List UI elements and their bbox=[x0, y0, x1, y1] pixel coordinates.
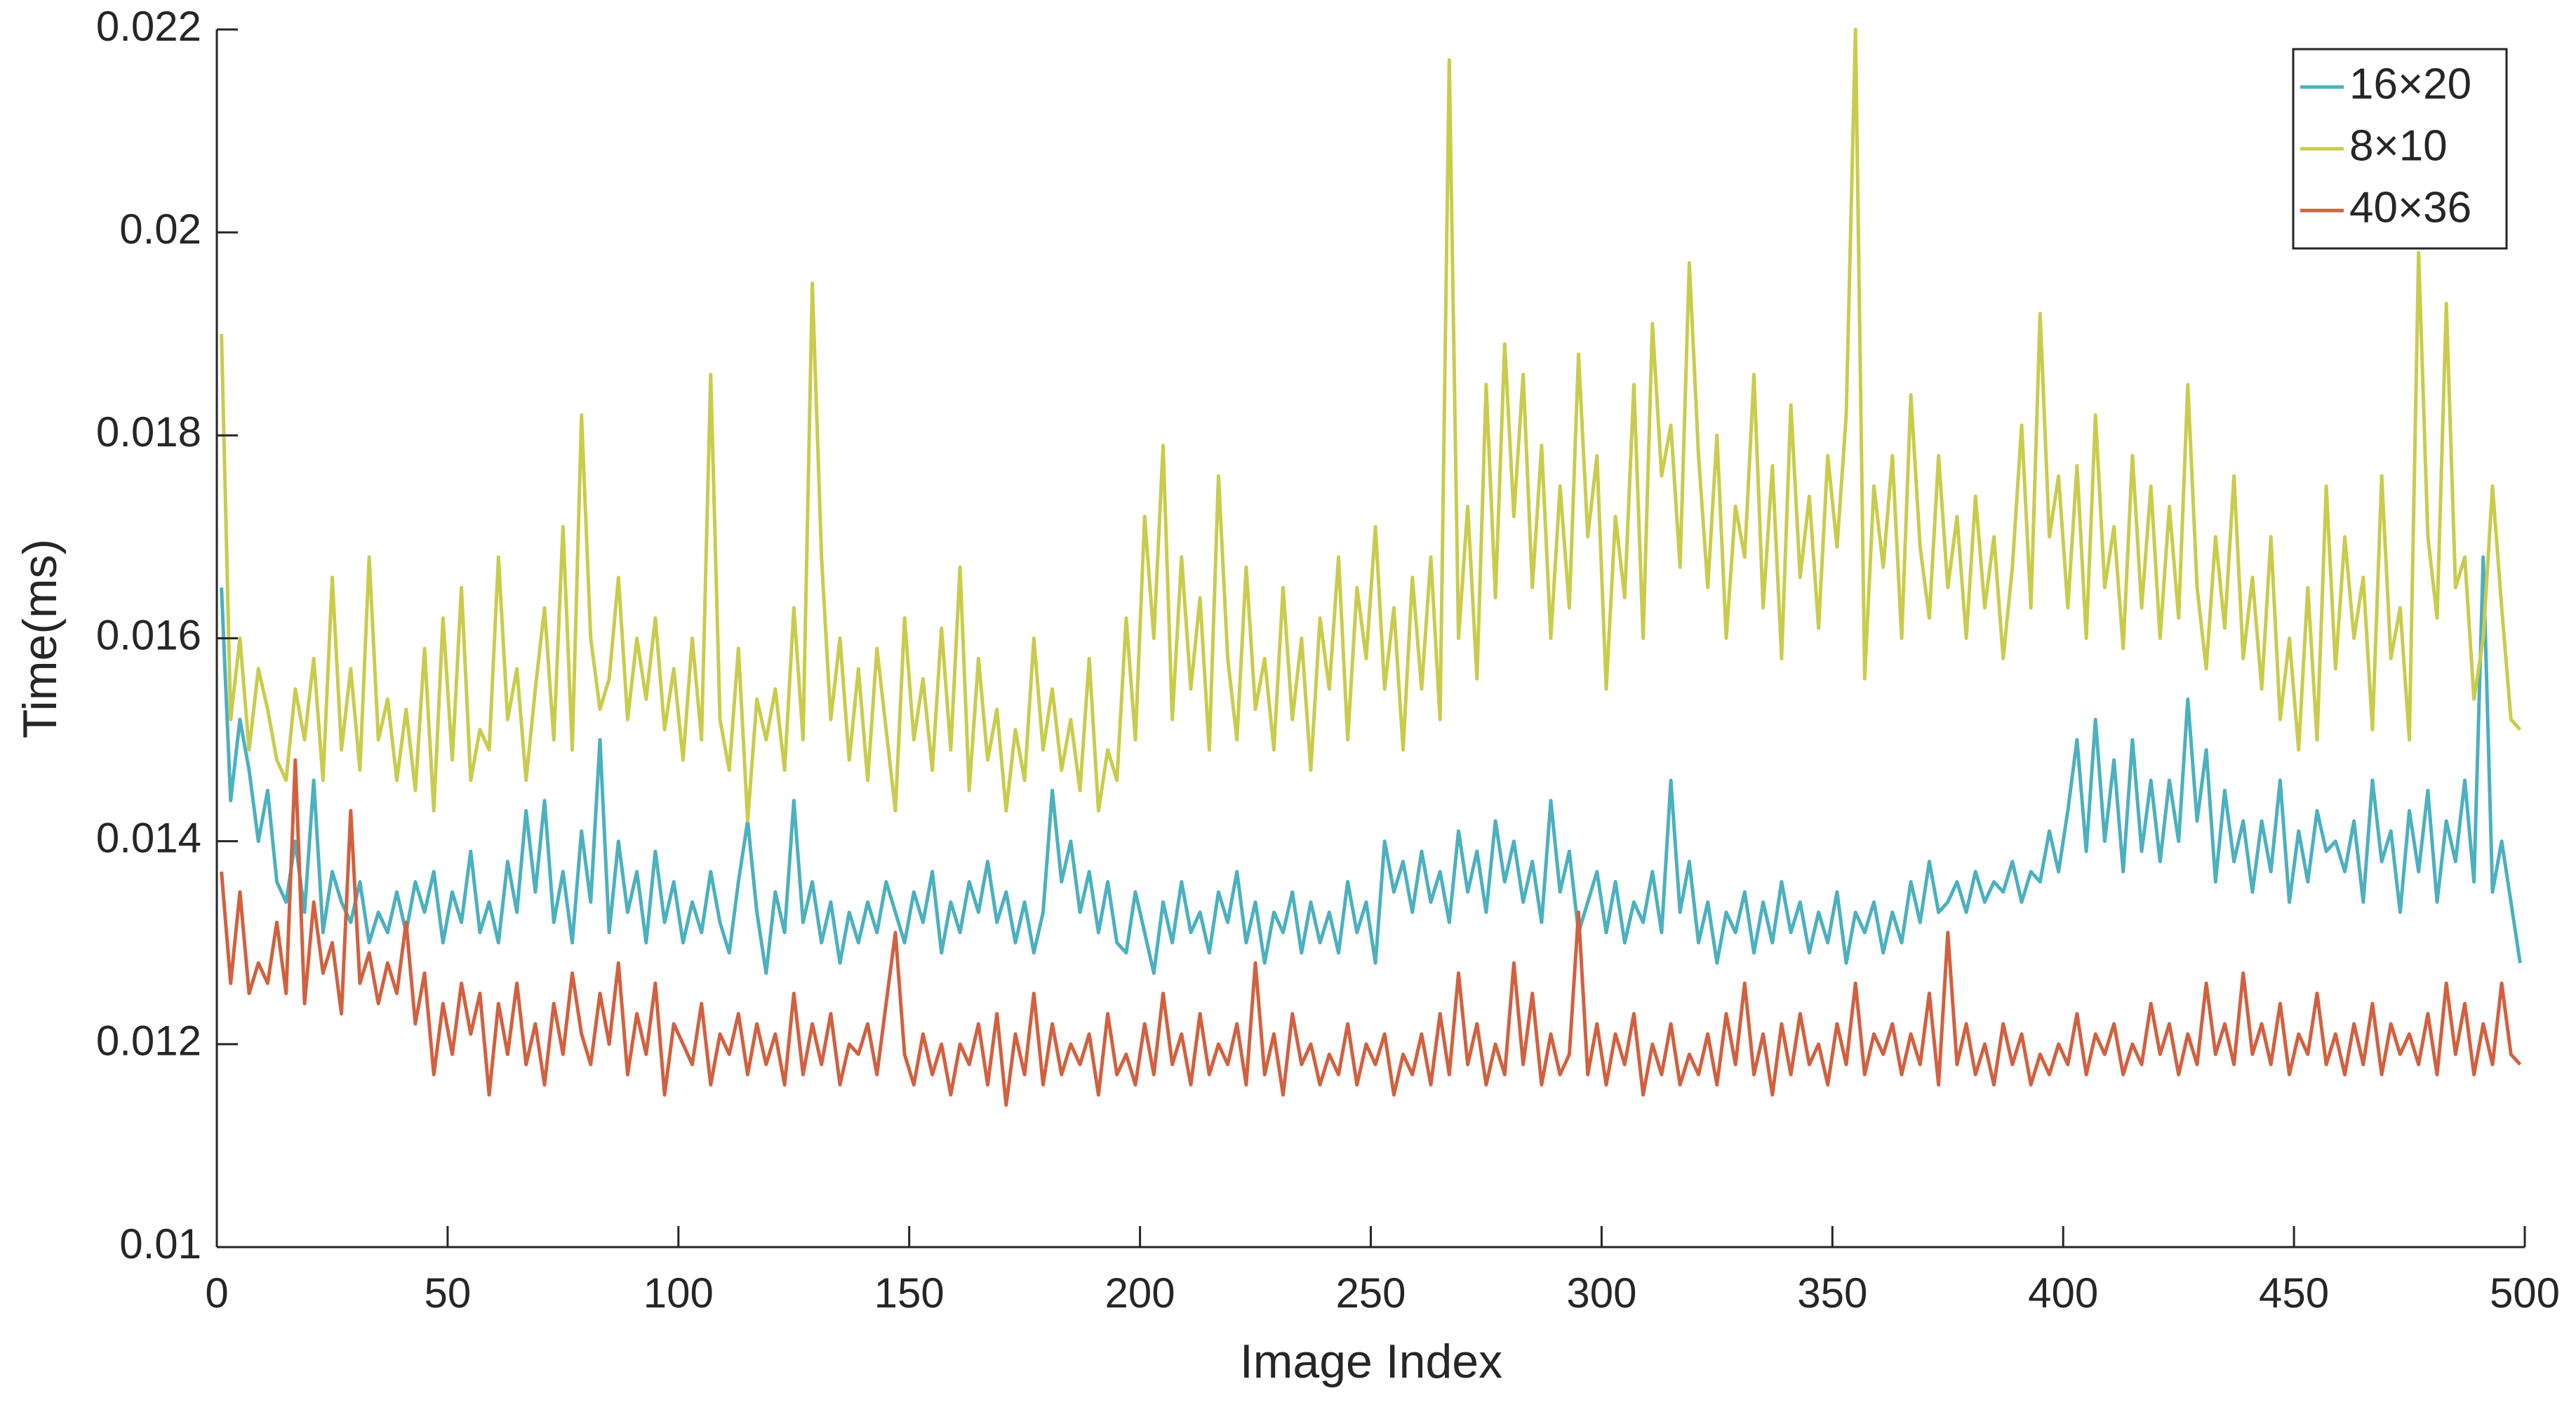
x-tick-label: 150 bbox=[874, 1270, 945, 1317]
x-tick-label: 400 bbox=[2028, 1270, 2098, 1317]
y-axis-label: Time(ms) bbox=[13, 539, 67, 739]
x-tick-label: 250 bbox=[1335, 1270, 1406, 1317]
x-tick-label: 0 bbox=[205, 1270, 228, 1317]
x-tick-label: 450 bbox=[2259, 1270, 2329, 1317]
y-tick-label: 0.022 bbox=[96, 3, 201, 50]
x-axis-label: Image Index bbox=[1240, 1335, 1502, 1388]
y-tick-label: 0.02 bbox=[119, 206, 201, 253]
y-tick-label: 0.01 bbox=[119, 1220, 201, 1267]
y-tick-label: 0.012 bbox=[96, 1018, 201, 1065]
y-tick-label: 0.014 bbox=[96, 815, 201, 862]
line-series bbox=[220, 758, 2522, 1107]
x-tick-label: 350 bbox=[1797, 1270, 1867, 1317]
x-tick-label: 100 bbox=[643, 1270, 714, 1317]
legend-label: 8×10 bbox=[2349, 121, 2448, 170]
line-series bbox=[220, 27, 2522, 823]
plot-area bbox=[220, 27, 2522, 1107]
line-series bbox=[220, 555, 2522, 975]
legend-label: 16×20 bbox=[2349, 60, 2471, 108]
legend: 16×20 8×10 40×36 bbox=[2292, 48, 2508, 250]
x-tick-label: 50 bbox=[425, 1270, 472, 1317]
y-tick-label: 0.016 bbox=[96, 611, 201, 658]
x-tick-label: 500 bbox=[2490, 1270, 2560, 1317]
y-tick-label: 0.018 bbox=[96, 408, 201, 455]
legend-label: 40×36 bbox=[2349, 183, 2471, 232]
x-tick-label: 300 bbox=[1566, 1270, 1636, 1317]
x-tick-label: 200 bbox=[1105, 1270, 1175, 1317]
